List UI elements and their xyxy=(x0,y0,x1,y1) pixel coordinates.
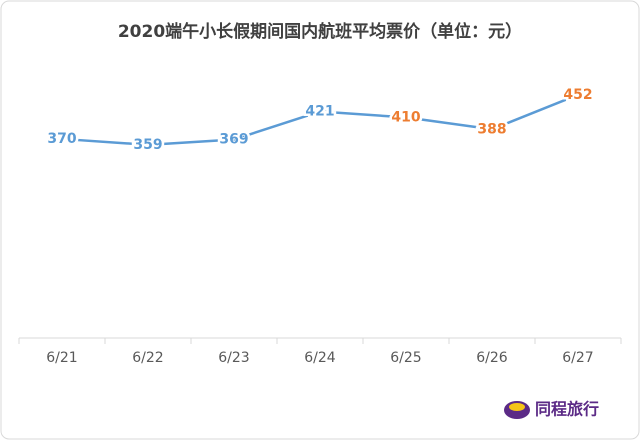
value-label: 410 xyxy=(391,109,420,125)
value-label: 388 xyxy=(477,121,506,137)
value-label: 421 xyxy=(305,104,334,120)
value-label: 359 xyxy=(133,137,162,153)
logo-icon-inner xyxy=(509,403,525,411)
series-line xyxy=(61,93,579,147)
chart-title: 2020端午小长假期间国内航班平均票价（单位：元） xyxy=(118,21,522,42)
x-tick-label: 6/26 xyxy=(476,350,508,366)
x-tick-label: 6/27 xyxy=(562,350,593,366)
x-tick-label: 6/22 xyxy=(132,350,163,366)
x-tick-label: 6/24 xyxy=(304,350,336,366)
x-tick-label: 6/25 xyxy=(390,350,421,366)
x-tick-label: 6/21 xyxy=(46,350,77,366)
value-label: 452 xyxy=(563,87,592,103)
watermark: 同程旅行 xyxy=(535,400,599,419)
value-label: 369 xyxy=(219,131,248,147)
logo: 同程旅行 xyxy=(504,400,599,419)
value-label: 370 xyxy=(47,131,76,147)
x-tick-label: 6/23 xyxy=(218,350,249,366)
